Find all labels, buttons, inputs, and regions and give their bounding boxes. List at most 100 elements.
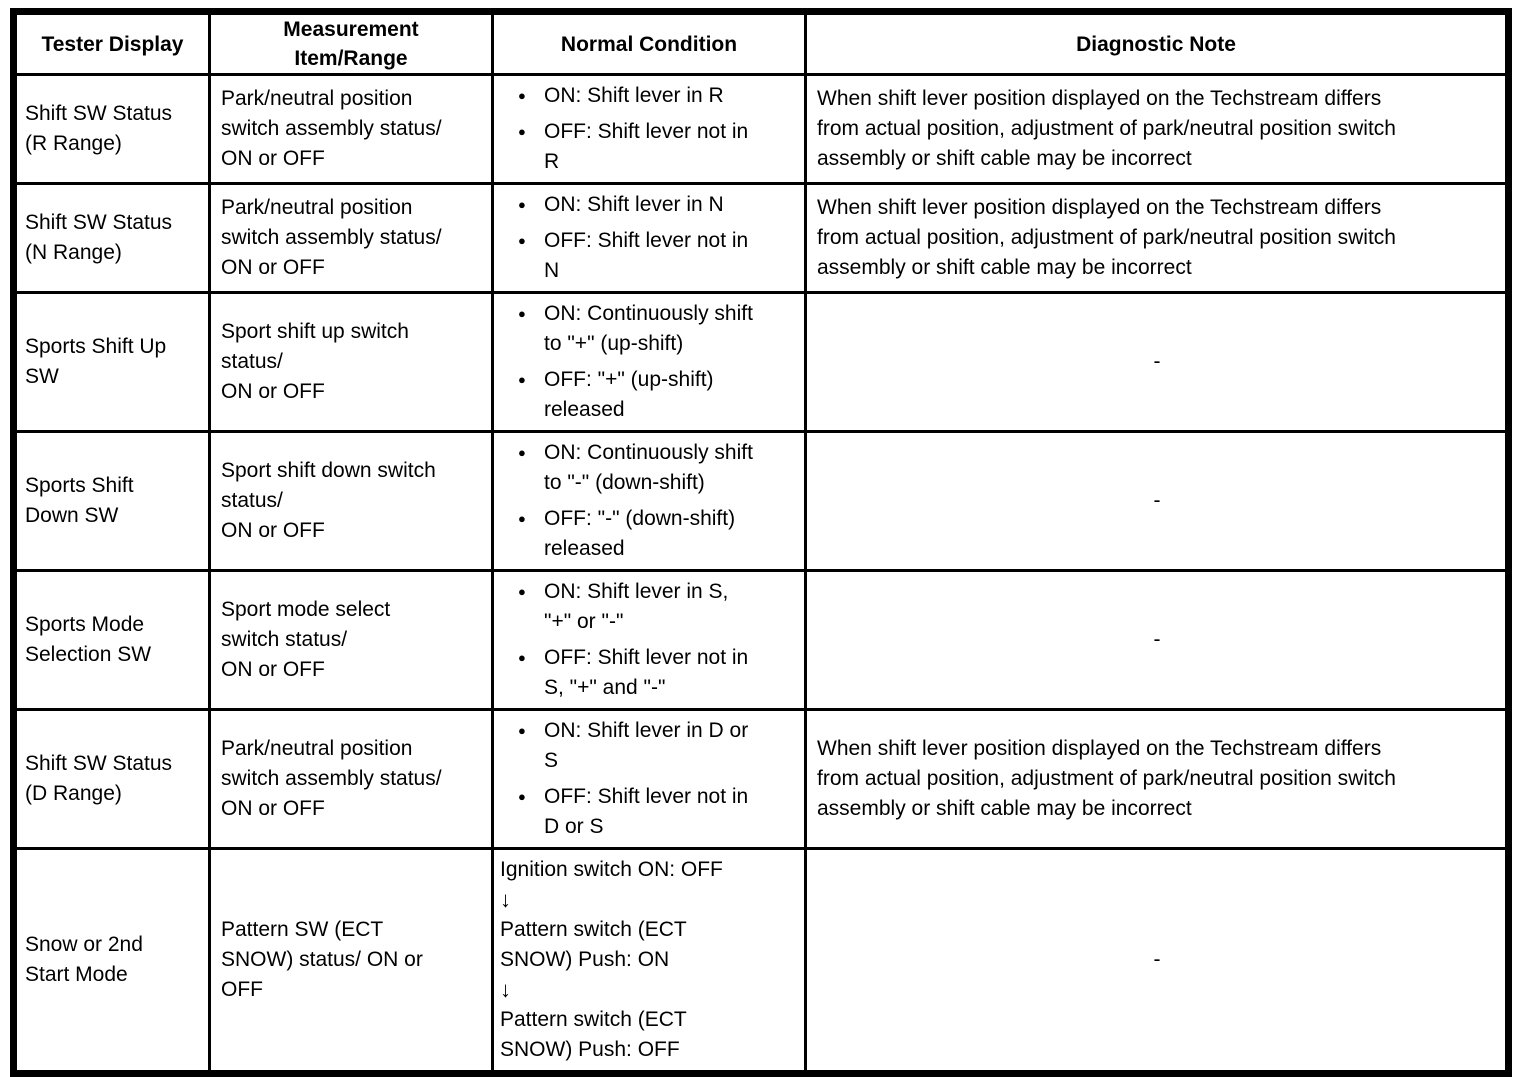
normal-condition-item: ● ON: Shift lever in R (500, 81, 800, 111)
cell-tester-display: Sports Shift Down SW (12, 430, 211, 572)
bullet-icon: ● (518, 511, 526, 526)
normal-condition-item: ● ON: Shift lever in N (500, 190, 800, 220)
cell-normal-condition: ● ON: Continuously shift to "-" (down-shi… (491, 430, 807, 572)
normal-condition-item-text: ON: Shift lever in S, "+" or "-" (544, 580, 729, 633)
tester-display-text: Shift SW Status (R Range) (25, 102, 173, 155)
bullet-icon: ● (518, 650, 526, 665)
normal-condition-list: ● ON: Continuously shift to "+" (up-shift… (500, 299, 800, 425)
normal-condition-sequence: Ignition switch ON: OFF ↓ Pattern switch (… (500, 855, 800, 1065)
cell-measurement: Sport shift up switch status/ ON or OFF (208, 291, 494, 433)
normal-condition-item: ● OFF: Shift lever not in N (500, 226, 800, 286)
cell-measurement: Park/neutral position switch assembly st… (208, 708, 494, 850)
normal-condition-item-text: ON: Shift lever in D or S (544, 719, 749, 772)
bullet-icon: ● (518, 584, 526, 599)
normal-condition-item: ● OFF: Shift lever not in S, "+" and "-" (500, 643, 800, 703)
cell-diagnostic-note: When shift lever position displayed on t… (804, 182, 1510, 294)
cell-normal-condition: ● ON: Shift lever in N ● OFF: Shift lever n… (491, 182, 807, 294)
normal-condition-list: ● ON: Shift lever in R ● OFF: Shift lever n… (500, 81, 800, 177)
bullet-icon: ● (518, 124, 526, 139)
down-arrow-icon: ↓ (500, 977, 511, 1002)
table-row: Snow or 2nd Start Mode Pattern SW (ECT SN… (12, 847, 1510, 1075)
dash-placeholder: - (1153, 948, 1161, 971)
measurement-text: Sport shift up switch status/ ON or OFF (221, 320, 409, 403)
normal-condition-item-text: OFF: Shift lever not in S, "+" and "-" (544, 646, 749, 699)
normal-condition-item-text: ON: Shift lever in N (544, 193, 724, 216)
normal-condition-item-text: OFF: Shift lever not in D or S (544, 785, 749, 838)
normal-condition-item-text: ON: Shift lever in R (544, 84, 724, 107)
table-row: Shift SW Status (R Range) Park/neutral po… (12, 73, 1510, 185)
cell-normal-condition: ● ON: Shift lever in S, "+" or "-" ● OFF: S… (491, 569, 807, 711)
normal-condition-item-text: OFF: "+" (up-shift) released (544, 368, 714, 421)
measurement-text: Sport mode select switch status/ ON or O… (221, 598, 391, 681)
bullet-icon: ● (518, 197, 526, 212)
cell-tester-display: Snow or 2nd Start Mode (12, 847, 211, 1075)
sequence-step-text: Pattern switch (ECT SNOW) Push: ON (500, 918, 687, 971)
normal-condition-list: ● ON: Shift lever in S, "+" or "-" ● OFF: S… (500, 577, 800, 703)
table-row: Shift SW Status (N Range) Park/neutral po… (12, 182, 1510, 294)
normal-condition-item: ● ON: Shift lever in S, "+" or "-" (500, 577, 800, 637)
cell-diagnostic-note: - (804, 569, 1510, 711)
table-body: Shift SW Status (R Range) Park/neutral po… (12, 73, 1510, 1075)
normal-condition-item: ● OFF: Shift lever not in D or S (500, 782, 800, 842)
cell-normal-condition: ● ON: Shift lever in R ● OFF: Shift lever n… (491, 73, 807, 185)
bullet-icon: ● (518, 445, 526, 460)
normal-condition-list: ● ON: Shift lever in N ● OFF: Shift lever n… (500, 190, 800, 286)
normal-condition-list: ● ON: Continuously shift to "-" (down-shi… (500, 438, 800, 564)
column-header-diagnostic-note: Diagnostic Note (804, 10, 1510, 76)
normal-condition-item-text: ON: Continuously shift to "-" (down-shif… (544, 441, 753, 494)
normal-condition-item: ● OFF: "+" (up-shift) released (500, 365, 800, 425)
table-row: Sports Mode Selection SW Sport mode selec… (12, 569, 1510, 711)
cell-measurement: Park/neutral position switch assembly st… (208, 73, 494, 185)
normal-condition-item-text: OFF: Shift lever not in N (544, 229, 749, 282)
cell-tester-display: Shift SW Status (N Range) (12, 182, 211, 294)
cell-tester-display: Sports Mode Selection SW (12, 569, 211, 711)
tester-display-text: Shift SW Status (D Range) (25, 752, 173, 805)
dash-placeholder: - (1153, 489, 1161, 512)
cell-measurement: Park/neutral position switch assembly st… (208, 182, 494, 294)
column-header-tester-display: Tester Display (12, 10, 211, 76)
cell-diagnostic-note: When shift lever position displayed on t… (804, 73, 1510, 185)
header-row: Tester Display Measurement Item/Range No… (12, 10, 1510, 76)
down-arrow-icon: ↓ (500, 887, 511, 912)
cell-normal-condition: ● ON: Shift lever in D or S ● OFF: Shift le… (491, 708, 807, 850)
measurement-text: Pattern SW (ECT SNOW) status/ ON or OFF (221, 918, 423, 1001)
normal-condition-item: ● OFF: Shift lever not in R (500, 117, 800, 177)
diagnostic-note-text: When shift lever position displayed on t… (817, 737, 1396, 820)
measurement-text: Park/neutral position switch assembly st… (221, 737, 442, 820)
diagnostic-data-table: Tester Display Measurement Item/Range No… (10, 8, 1512, 1077)
normal-condition-item-text: OFF: Shift lever not in R (544, 120, 749, 173)
cell-diagnostic-note: - (804, 291, 1510, 433)
cell-diagnostic-note: - (804, 430, 1510, 572)
cell-diagnostic-note: When shift lever position displayed on t… (804, 708, 1510, 850)
bullet-icon: ● (518, 88, 526, 103)
bullet-icon: ● (518, 789, 526, 804)
tester-display-text: Sports Shift Down SW (25, 474, 134, 527)
table-row: Shift SW Status (D Range) Park/neutral po… (12, 708, 1510, 850)
sequence-step-text: Pattern switch (ECT SNOW) Push: OFF (500, 1008, 687, 1061)
measurement-text: Sport shift down switch status/ ON or OF… (221, 459, 436, 542)
dash-placeholder: - (1153, 628, 1161, 651)
bullet-icon: ● (518, 372, 526, 387)
bullet-icon: ● (518, 306, 526, 321)
normal-condition-item-text: ON: Continuously shift to "+" (up-shift) (544, 302, 753, 355)
normal-condition-item: ● ON: Continuously shift to "-" (down-shi… (500, 438, 800, 498)
cell-tester-display: Sports Shift Up SW (12, 291, 211, 433)
normal-condition-list: ● ON: Shift lever in D or S ● OFF: Shift le… (500, 716, 800, 842)
table-row: Sports Shift Up SW Sport shift up switch … (12, 291, 1510, 433)
sequence-step-text: Ignition switch ON: OFF (500, 858, 723, 881)
cell-tester-display: Shift SW Status (D Range) (12, 708, 211, 850)
normal-condition-item: ● ON: Continuously shift to "+" (up-shift… (500, 299, 800, 359)
column-header-normal-condition: Normal Condition (491, 10, 807, 76)
bullet-icon: ● (518, 233, 526, 248)
bullet-icon: ● (518, 723, 526, 738)
cell-measurement: Sport shift down switch status/ ON or OF… (208, 430, 494, 572)
tester-display-text: Sports Shift Up SW (25, 335, 167, 388)
tester-display-text: Snow or 2nd Start Mode (25, 933, 143, 986)
diagnostic-note-text: When shift lever position displayed on t… (817, 196, 1396, 279)
cell-measurement: Pattern SW (ECT SNOW) status/ ON or OFF (208, 847, 494, 1075)
cell-diagnostic-note: - (804, 847, 1510, 1075)
tester-display-text: Sports Mode Selection SW (25, 613, 152, 666)
normal-condition-item: ● ON: Shift lever in D or S (500, 716, 800, 776)
column-header-measurement-item-range: Measurement Item/Range (208, 10, 494, 76)
